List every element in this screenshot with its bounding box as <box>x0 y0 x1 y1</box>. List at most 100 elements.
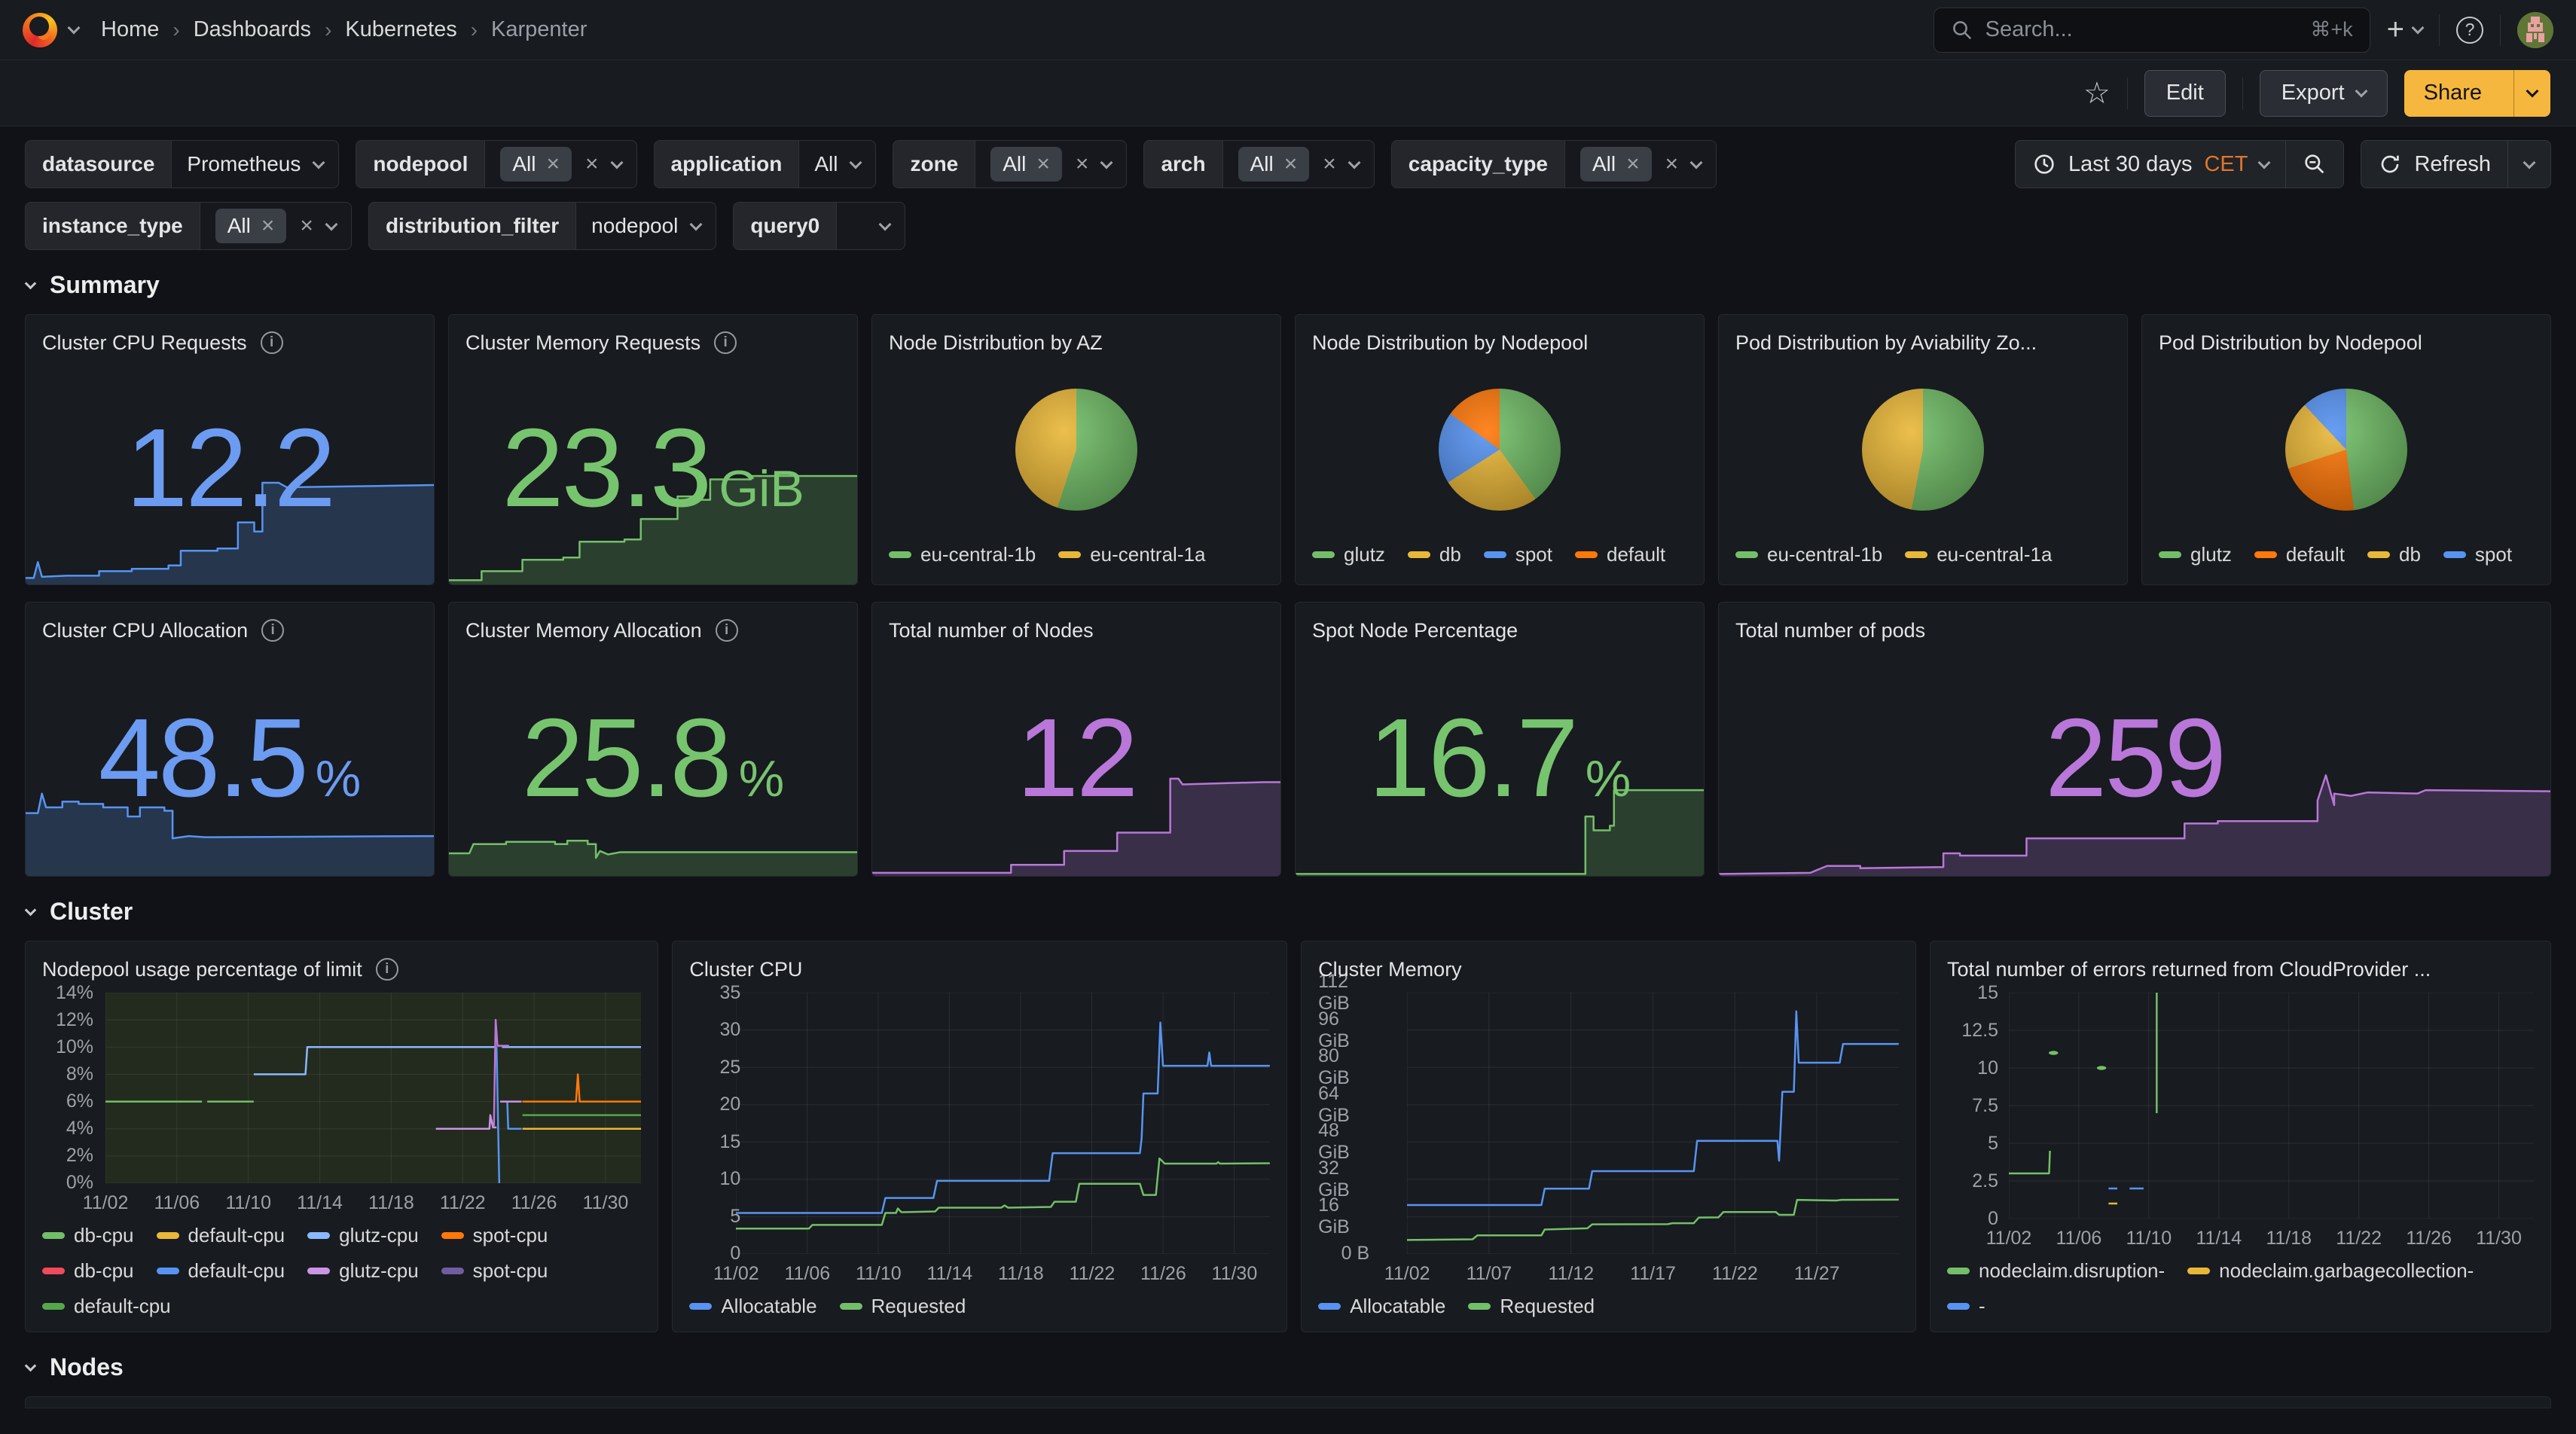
legend-item[interactable]: glutz-cpu <box>307 1259 419 1283</box>
panel-title[interactable]: Cluster Memory Allocation <box>465 618 702 642</box>
share-button-label[interactable]: Share <box>2423 81 2482 105</box>
panel-title[interactable]: Cluster Memory Requests <box>465 331 701 354</box>
chevron-down-icon[interactable] <box>610 156 624 169</box>
legend-item[interactable]: db-cpu <box>42 1224 134 1247</box>
chevron-down-icon[interactable] <box>1689 156 1703 169</box>
legend-item[interactable]: glutz <box>2159 543 2232 566</box>
chevron-down-icon[interactable] <box>689 218 703 230</box>
panel-title[interactable]: Node Distribution by Nodepool <box>1312 331 1589 354</box>
search-input[interactable]: Search... ⌘+k <box>1933 7 2370 53</box>
filter-instance-type[interactable]: instance_type All × × <box>25 202 352 250</box>
info-icon[interactable]: i <box>714 331 737 354</box>
breadcrumb-kubernetes[interactable]: Kubernetes <box>345 17 457 41</box>
chevron-down-icon[interactable] <box>312 156 325 169</box>
filter-application[interactable]: application All <box>653 140 877 188</box>
section-header-cluster[interactable]: Cluster <box>24 898 2550 926</box>
info-icon[interactable]: i <box>375 958 398 981</box>
add-new-button[interactable]: + <box>2387 13 2425 47</box>
chip-remove-icon[interactable]: × <box>1283 151 1298 176</box>
panel-title[interactable]: Pod Distribution by Aviability Zo... <box>1735 331 2037 354</box>
legend-item[interactable]: Requested <box>1468 1295 1595 1318</box>
plot-area[interactable] <box>1407 993 1899 1254</box>
breadcrumb-dashboards[interactable]: Dashboards <box>193 17 312 41</box>
chip-remove-icon[interactable]: × <box>261 213 275 238</box>
panel-title[interactable]: Cluster CPU Requests <box>42 331 247 354</box>
refresh-button[interactable]: Refresh <box>2361 141 2507 188</box>
legend-item[interactable]: nodeclaim.disruption- <box>1946 1259 2165 1283</box>
info-icon[interactable]: i <box>260 331 283 354</box>
panel-title[interactable]: Total number of errors returned from Clo… <box>1946 957 2431 981</box>
legend-item[interactable]: db <box>1407 543 1461 566</box>
legend-item[interactable]: Requested <box>839 1295 966 1318</box>
chevron-down-icon[interactable] <box>878 218 892 230</box>
filter-chip[interactable]: All × <box>500 147 572 182</box>
section-header-summary[interactable]: Summary <box>24 271 2550 299</box>
clear-all-icon[interactable]: × <box>585 151 599 176</box>
chevron-down-icon[interactable] <box>1348 156 1361 169</box>
breadcrumb-home[interactable]: Home <box>101 17 160 41</box>
filter-chip[interactable]: All × <box>1238 147 1310 182</box>
info-icon[interactable]: i <box>261 619 285 642</box>
info-icon[interactable]: i <box>715 619 738 642</box>
legend-item[interactable]: default-cpu <box>156 1259 285 1283</box>
filter-distribution-filter[interactable]: distribution_filter nodepool <box>368 202 717 250</box>
clear-all-icon[interactable]: × <box>300 213 313 238</box>
refresh-interval-dropdown[interactable] <box>2507 141 2550 188</box>
legend-item[interactable]: default-cpu <box>42 1295 171 1318</box>
user-avatar[interactable] <box>2517 11 2553 48</box>
legend-item[interactable]: db-cpu <box>42 1259 134 1283</box>
panel-title[interactable]: Cluster CPU Allocation <box>42 618 249 642</box>
legend-item[interactable]: default <box>1575 543 1665 566</box>
filter-value[interactable]: All <box>814 152 838 175</box>
filter-value[interactable]: nodepool <box>591 214 679 237</box>
chevron-down-icon[interactable] <box>849 156 862 169</box>
share-dropdown[interactable] <box>2513 69 2550 117</box>
filter-zone[interactable]: zone All × × <box>893 140 1128 188</box>
legend-item[interactable]: nodeclaim.garbagecollection- <box>2187 1259 2474 1283</box>
panel-title[interactable]: Cluster Memory <box>1318 957 1462 981</box>
panel-title[interactable]: Nodepool usage percentage of limit <box>42 957 362 981</box>
panel-title[interactable]: Node Distribution by AZ <box>889 331 1103 354</box>
panel-title[interactable]: Pod Distribution by Nodepool <box>2159 331 2422 354</box>
grafana-logo-icon[interactable] <box>23 12 57 47</box>
legend-item[interactable]: eu-central-1b <box>889 543 1036 566</box>
filter-query0[interactable]: query0 <box>733 202 906 250</box>
plot-area[interactable] <box>2009 993 2534 1219</box>
legend-item[interactable]: eu-central-1b <box>1735 543 1882 566</box>
export-button[interactable]: Export <box>2259 69 2388 117</box>
filter-capacity-type[interactable]: capacity_type All × × <box>1390 140 1717 188</box>
filter-value[interactable]: Prometheus <box>187 152 301 175</box>
legend-item[interactable]: spot-cpu <box>441 1224 548 1247</box>
clear-all-icon[interactable]: × <box>1075 151 1089 176</box>
clear-all-icon[interactable]: × <box>1323 151 1336 176</box>
plot-area[interactable] <box>736 993 1270 1254</box>
filter-nodepool[interactable]: nodepool All × × <box>356 140 637 188</box>
org-switcher-chevron-icon[interactable] <box>67 21 81 35</box>
legend-item[interactable]: eu-central-1a <box>1058 543 1205 566</box>
legend-item[interactable]: db <box>2367 543 2421 566</box>
time-range-picker[interactable]: Last 30 days CET <box>2016 141 2285 188</box>
edit-button[interactable]: Edit <box>2144 69 2226 117</box>
legend-item[interactable]: - <box>1946 1295 1985 1318</box>
legend-item[interactable]: glutz-cpu <box>307 1224 419 1247</box>
clear-all-icon[interactable]: × <box>1665 151 1679 176</box>
chevron-down-icon[interactable] <box>325 218 338 230</box>
filter-chip[interactable]: All × <box>1580 147 1652 182</box>
section-header-nodes[interactable]: Nodes <box>24 1353 2550 1381</box>
chevron-down-icon[interactable] <box>1100 156 1113 169</box>
filter-datasource[interactable]: datasource Prometheus <box>25 140 340 188</box>
filter-chip[interactable]: All × <box>990 147 1062 182</box>
legend-item[interactable]: spot-cpu <box>441 1259 548 1283</box>
chip-remove-icon[interactable]: × <box>546 151 560 176</box>
help-icon[interactable]: ? <box>2456 16 2483 44</box>
filter-arch[interactable]: arch All × × <box>1143 140 1375 188</box>
legend-item[interactable]: default-cpu <box>156 1224 285 1247</box>
panel-title[interactable]: Total number of pods <box>1735 618 1926 642</box>
panel-title[interactable]: Cluster CPU <box>689 957 803 981</box>
panel-title[interactable]: Spot Node Percentage <box>1312 618 1518 642</box>
plot-area[interactable] <box>105 993 642 1183</box>
legend-item[interactable]: spot <box>2443 543 2512 566</box>
legend-item[interactable]: Allocatable <box>689 1295 817 1318</box>
legend-item[interactable]: glutz <box>1312 543 1385 566</box>
legend-item[interactable]: spot <box>1483 543 1552 566</box>
